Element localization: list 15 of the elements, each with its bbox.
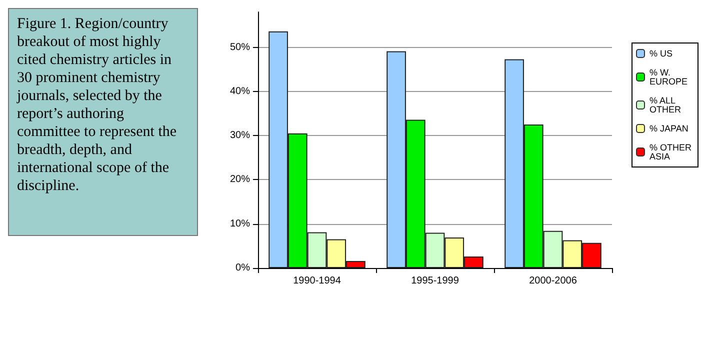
y-tick-label: 30%	[230, 130, 250, 142]
y-tick-label: 0%	[236, 262, 250, 274]
y-tick-label: 50%	[230, 42, 250, 53]
y-tick-label: 10%	[230, 218, 250, 230]
legend-label: % ALL OTHER	[649, 96, 682, 114]
legend-label: % OTHER ASIA	[649, 142, 694, 162]
x-tick-label: 1995-1999	[411, 276, 460, 286]
legend-label: % JAPAN	[649, 124, 688, 134]
text: Figure 1. Region/country breakout of most highly cited chemistry articles in 30 prominent chemistry journals, selected by the report’s authoring committee to represent the breadth, depth, and international scope of the discipline.	[17, 16, 177, 194]
legend-label: % W. EUROPE	[649, 68, 688, 86]
x-tick-label: 1990-1994	[293, 276, 342, 286]
x-tick-label: 2000-2006	[529, 276, 578, 286]
y-tick-label: 20%	[230, 174, 250, 186]
legend-label: % US	[649, 48, 673, 58]
y-tick-label: 40%	[230, 86, 250, 97]
